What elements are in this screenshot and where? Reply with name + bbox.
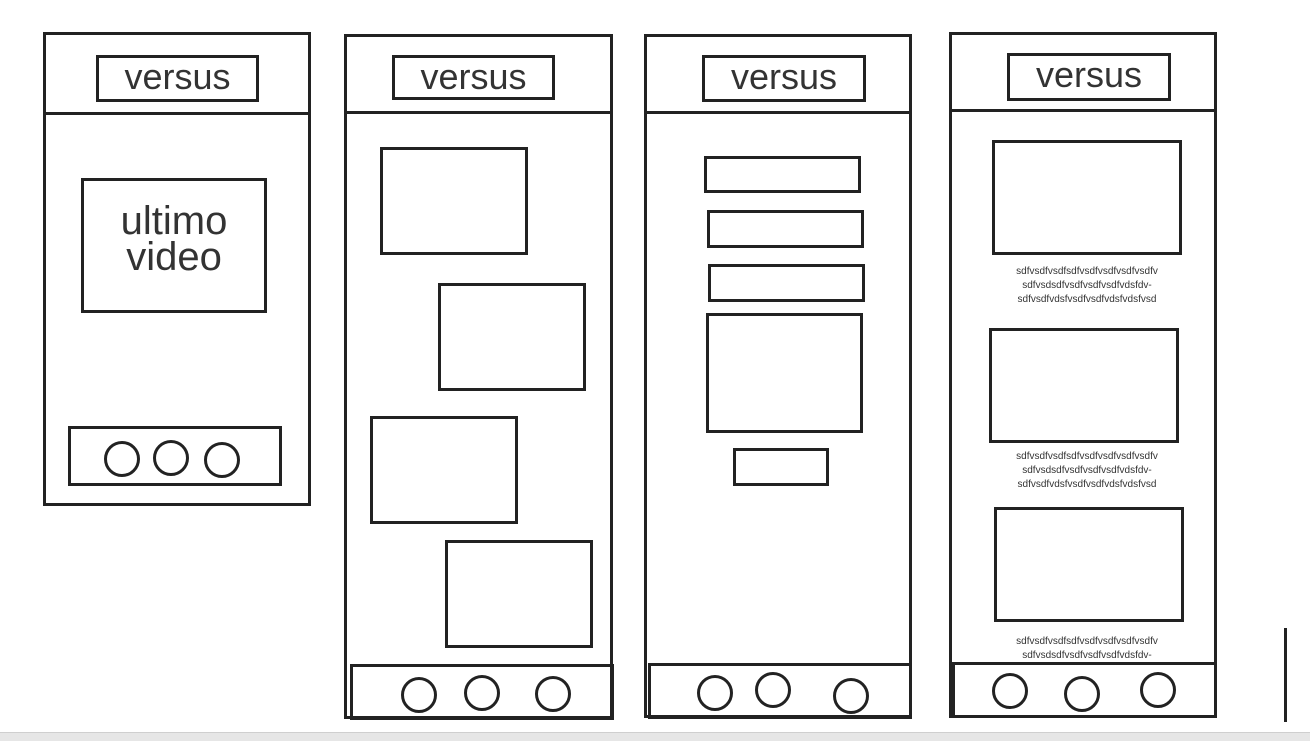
content-card-1[interactable] — [380, 147, 528, 255]
news-caption-1: sdfvsdfvsdfsdfvsdfvsdfvsdfvsdfv sdfvsdsd… — [1016, 266, 1158, 305]
screen-1-nav-bar — [68, 426, 282, 486]
scroll-marker — [1284, 628, 1287, 722]
nav-dot-1-icon[interactable] — [104, 441, 140, 477]
logo-box[interactable]: versus — [702, 55, 866, 102]
screen-3-header — [647, 37, 909, 114]
nav-dot-2-icon[interactable] — [1064, 676, 1100, 712]
form-field-1[interactable] — [704, 156, 861, 193]
content-card-4[interactable] — [445, 540, 593, 648]
screen-3-nav-bar — [648, 663, 912, 719]
news-image-2[interactable] — [989, 328, 1179, 443]
logo-box[interactable]: versus — [392, 55, 555, 100]
nav-dot-3-icon[interactable] — [535, 676, 571, 712]
nav-dot-2-icon[interactable] — [755, 672, 791, 708]
hero-video-box[interactable]: ultimo video — [81, 178, 267, 313]
news-image-1[interactable] — [992, 140, 1182, 255]
nav-dot-1-icon[interactable] — [992, 673, 1028, 709]
logo-box[interactable]: versus — [96, 55, 259, 102]
news-caption-2: sdfvsdfvsdfsdfvsdfvsdfvsdfvsdfv sdfvsdsd… — [1016, 451, 1158, 490]
screen-1-header — [46, 35, 308, 115]
screen-2-header — [347, 37, 610, 114]
screen-4-frame: versus sdfvsdfvsdfsdfvsdfvsdfvsdfvsdfv s… — [949, 32, 1217, 718]
screen-3-frame: versus — [644, 34, 912, 719]
screen-4-header — [952, 35, 1214, 112]
nav-dot-1-icon[interactable] — [697, 675, 733, 711]
news-caption-3: sdfvsdfvsdfsdfvsdfvsdfvsdfvsdfv sdfvsdsd… — [1016, 636, 1158, 661]
nav-dot-1-icon[interactable] — [401, 677, 437, 713]
canvas-bottom-edge — [0, 732, 1310, 741]
content-card-2[interactable] — [438, 283, 586, 391]
content-card-3[interactable] — [370, 416, 518, 524]
form-field-2[interactable] — [707, 210, 864, 248]
form-textarea[interactable] — [706, 313, 863, 433]
hero-video-label: ultimo video — [120, 199, 228, 279]
screen-2-nav-bar — [350, 664, 614, 720]
screen-1-frame: versus ultimo video — [43, 32, 311, 506]
screen-2-frame: versus — [344, 34, 614, 720]
news-image-3[interactable] — [994, 507, 1184, 622]
screen-4-nav-bar — [952, 662, 1217, 718]
nav-dot-3-icon[interactable] — [1140, 672, 1176, 708]
nav-dot-3-icon[interactable] — [204, 442, 240, 478]
logo-box[interactable]: versus — [1007, 53, 1171, 101]
nav-dot-2-icon[interactable] — [153, 440, 189, 476]
nav-dot-2-icon[interactable] — [464, 675, 500, 711]
nav-dot-3-icon[interactable] — [833, 678, 869, 714]
form-field-3[interactable] — [708, 264, 865, 302]
form-submit-button[interactable] — [733, 448, 829, 486]
